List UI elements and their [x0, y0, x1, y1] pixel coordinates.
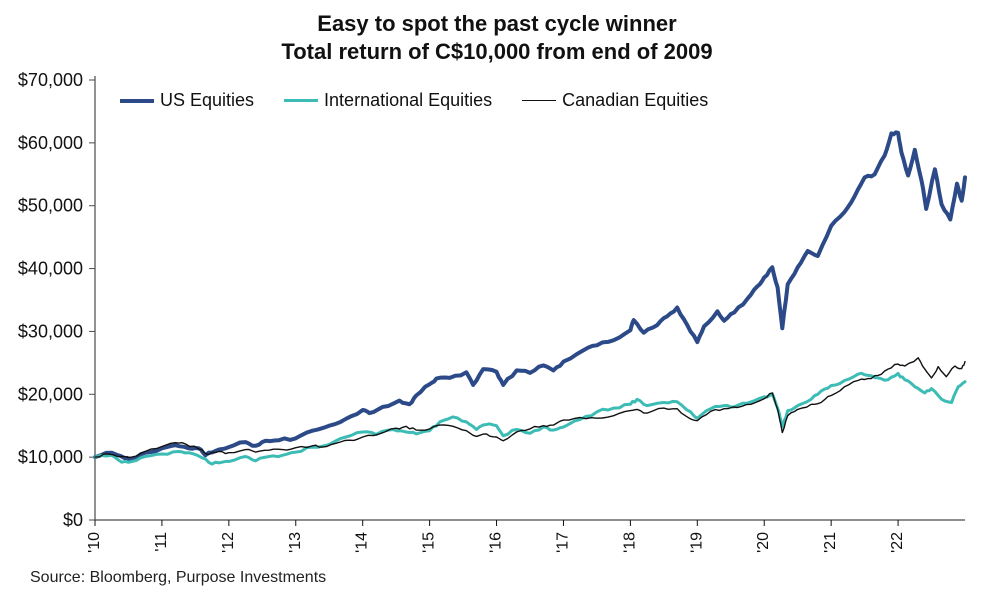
plot-svg: $0 $10,000 $20,000 $30,000 $40,000 $50,000 $60… — [0, 0, 994, 595]
x-tick-label: '14 — [354, 532, 371, 553]
y-tick-label: $50,000 — [18, 196, 83, 216]
y-tick-label: $20,000 — [18, 384, 83, 404]
x-tick-label: '19 — [688, 532, 705, 553]
series-line — [95, 132, 965, 459]
x-tick-label: '12 — [220, 532, 237, 553]
x-tick-label: '15 — [421, 532, 438, 553]
x-tick-label: '11 — [153, 532, 170, 552]
y-tick-label: $0 — [63, 510, 83, 530]
x-tick-label: '10 — [86, 532, 103, 553]
series-line — [95, 373, 965, 464]
x-tick-label: '18 — [621, 532, 638, 553]
x-tick-label: '20 — [755, 532, 772, 553]
x-tick-label: '21 — [822, 532, 839, 553]
x-tick-label: '22 — [889, 532, 906, 553]
x-tick-label: '17 — [554, 532, 571, 553]
y-tick-label: $30,000 — [18, 321, 83, 341]
x-tick-label: '13 — [287, 532, 304, 553]
y-tick-label: $70,000 — [18, 70, 83, 90]
y-tick-label: $10,000 — [18, 447, 83, 467]
y-tick-label: $60,000 — [18, 133, 83, 153]
chart-container: Easy to spot the past cycle winner Total… — [0, 0, 994, 595]
y-tick-label: $40,000 — [18, 259, 83, 279]
x-tick-label: '16 — [488, 532, 505, 553]
source-text: Source: Bloomberg, Purpose Investments — [30, 569, 326, 587]
